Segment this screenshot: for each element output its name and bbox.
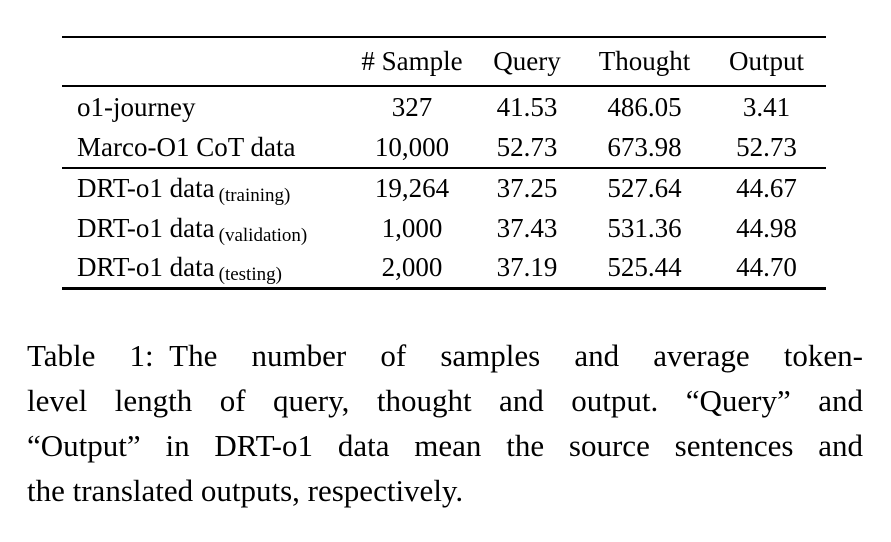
row-label: DRT-o1 data (validation)	[62, 208, 352, 248]
caption-line: “Output” in DRT-o1 data mean the source …	[27, 428, 863, 463]
caption-line: the translated outputs, respectively.	[27, 473, 464, 508]
caption-line: Table 1: The number of samples and avera…	[27, 338, 863, 373]
row-label: DRT-o1 data (training)	[62, 168, 352, 208]
header-cell-thought: Thought	[582, 37, 707, 87]
table-header: # Sample Query Thought Output	[62, 37, 826, 87]
cell-query: 37.43	[496, 212, 558, 243]
samples-statistics-table: # Sample Query Thought Output o1-journey…	[62, 36, 826, 290]
table-row: DRT-o1 data (testing) 2,000 37.19 525.44 …	[62, 248, 826, 288]
cell-sample: 10,000	[352, 127, 472, 169]
cell-output: 3.41	[742, 91, 791, 122]
table-group-baseline: o1-journey 327 41.53 486.05 3.41 Marco-O…	[62, 86, 826, 169]
row-label-subscript: (validation)	[218, 224, 308, 246]
cell-thought: 525.44	[607, 251, 682, 282]
row-label-text: DRT-o1 data	[77, 251, 215, 282]
table-caption: Table 1: The number of samples and avera…	[27, 333, 863, 513]
row-label: DRT-o1 data (testing)	[62, 248, 352, 288]
row-label: Marco-O1 CoT data	[62, 127, 352, 169]
table-row: DRT-o1 data (training) 19,264 37.25 527.6…	[62, 168, 826, 208]
cell-output: 44.67	[736, 173, 797, 203]
cell-sample: 2,000	[381, 251, 443, 282]
cell-thought: 486.05	[607, 91, 682, 122]
table-row: Marco-O1 CoT data 10,000 52.73 673.98 52…	[62, 127, 826, 169]
row-label: o1-journey	[77, 91, 196, 122]
cell-query: 52.73	[472, 127, 582, 169]
row-label-subscript: (training)	[218, 185, 291, 206]
row-label-text: DRT-o1 data	[77, 173, 215, 203]
cell-thought: 673.98	[582, 127, 707, 169]
cell-output: 52.73	[707, 127, 826, 169]
cell-thought: 527.64	[607, 173, 682, 203]
cell-query: 37.19	[496, 251, 558, 282]
data-table-container: # Sample Query Thought Output o1-journey…	[62, 36, 826, 290]
cell-output: 44.98	[736, 212, 797, 243]
table-row: DRT-o1 data (validation) 1,000 37.43 531.…	[62, 208, 826, 248]
cell-query: 41.53	[496, 91, 558, 122]
header-cell-query: Query	[472, 37, 582, 87]
row-label-text: DRT-o1 data	[77, 212, 215, 243]
table-group-drt: DRT-o1 data (training) 19,264 37.25 527.6…	[62, 168, 826, 288]
header-cell-label-spacer	[62, 37, 352, 87]
header-row: # Sample Query Thought Output	[62, 37, 826, 87]
header-cell-output: Output	[707, 37, 826, 87]
cell-output: 44.70	[736, 251, 797, 282]
cell-thought: 531.36	[607, 212, 682, 243]
cell-sample: 1,000	[381, 212, 443, 243]
cell-sample: 327	[391, 91, 433, 122]
row-label-subscript: (testing)	[218, 263, 282, 285]
caption-line: level length of query, thought and outpu…	[27, 383, 863, 418]
table-row: o1-journey 327 41.53 486.05 3.41	[62, 86, 826, 127]
cell-sample: 19,264	[374, 173, 450, 203]
header-cell-sample: # Sample	[352, 37, 472, 87]
cell-query: 37.25	[496, 173, 558, 203]
